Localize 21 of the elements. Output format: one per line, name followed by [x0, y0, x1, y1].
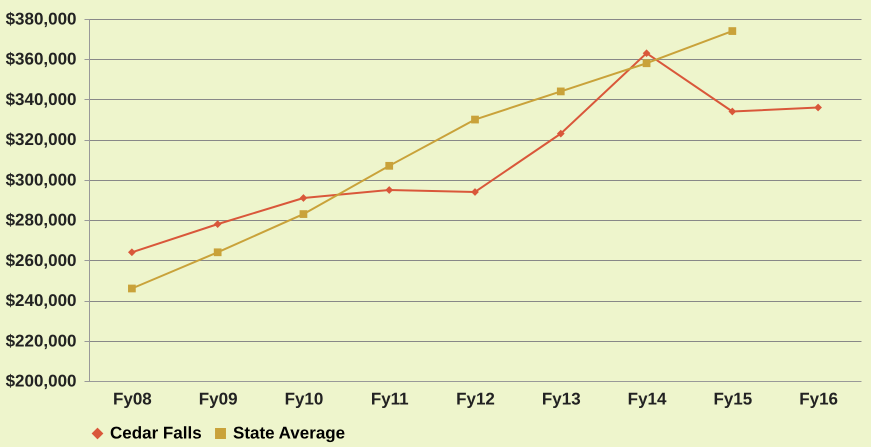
y-tick-label: $300,000 [6, 170, 76, 190]
legend-label: State Average [233, 424, 346, 443]
y-tick-label: $240,000 [6, 291, 76, 310]
x-tick-label: Fy16 [799, 390, 838, 408]
x-tick-label: Fy10 [284, 390, 324, 408]
x-tick-label: Fy13 [542, 390, 581, 408]
x-tick-label: Fy14 [628, 390, 667, 408]
legend-label: Cedar Falls [110, 424, 202, 443]
x-tick-label: Fy11 [370, 390, 409, 408]
y-tick-label: $380,000 [6, 10, 76, 28]
x-tick-label: Fy12 [456, 390, 495, 408]
y-tick-label: $220,000 [6, 331, 76, 350]
y-tick-label: $200,000 [6, 372, 76, 390]
y-tick-label: $260,000 [6, 250, 76, 270]
y-tick-label: $340,000 [6, 90, 76, 109]
x-tick-label: Fy15 [713, 390, 752, 408]
x-tick-label: Fy09 [198, 390, 238, 408]
x-tick-label: Fy08 [113, 390, 152, 408]
y-tick-label: $320,000 [6, 130, 76, 150]
y-tick-label: $280,000 [6, 210, 76, 230]
y-tick-label: $360,000 [6, 50, 76, 69]
